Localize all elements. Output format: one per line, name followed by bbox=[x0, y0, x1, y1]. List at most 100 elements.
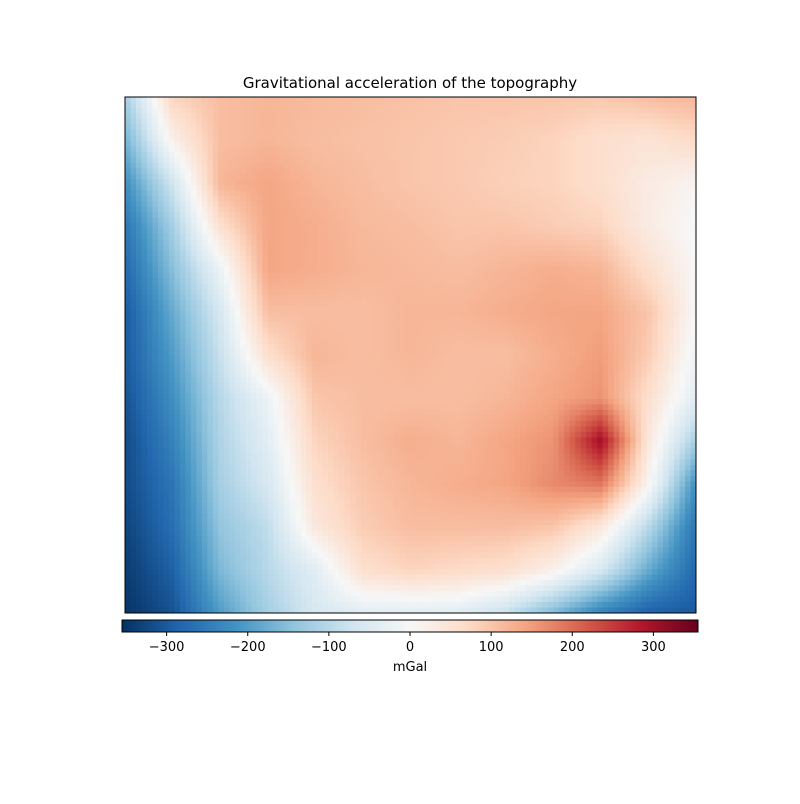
heatmap-cell bbox=[558, 311, 565, 318]
heatmap-cell bbox=[146, 118, 154, 126]
heatmap-cell bbox=[152, 206, 159, 213]
heatmap-cell bbox=[465, 234, 472, 241]
heatmap-cell bbox=[300, 97, 307, 104]
heatmap-cell bbox=[580, 168, 587, 175]
heatmap-cell bbox=[415, 239, 423, 246]
heatmap-cell bbox=[641, 217, 648, 224]
heatmap-cell bbox=[646, 278, 653, 285]
heatmap-cell bbox=[229, 146, 236, 153]
heatmap-cell bbox=[619, 212, 626, 219]
heatmap-cell bbox=[125, 157, 132, 164]
heatmap-cell bbox=[690, 267, 696, 274]
heatmap-cell bbox=[223, 289, 230, 296]
heatmap-cell bbox=[531, 283, 538, 290]
heatmap-cell bbox=[608, 179, 615, 186]
heatmap-cell bbox=[646, 322, 653, 329]
heatmap-cell bbox=[372, 179, 379, 186]
heatmap-cell bbox=[141, 206, 148, 213]
heatmap-cell bbox=[223, 124, 230, 131]
heatmap-cell bbox=[547, 201, 554, 208]
heatmap-cell bbox=[503, 261, 510, 268]
heatmap-cell bbox=[212, 102, 219, 109]
heatmap-cell bbox=[635, 256, 642, 263]
heatmap-cell bbox=[328, 256, 335, 263]
heatmap-cell bbox=[575, 267, 582, 274]
heatmap-cell bbox=[306, 256, 313, 263]
heatmap-cell bbox=[410, 234, 417, 241]
heatmap-cell bbox=[470, 300, 477, 307]
heatmap-cell bbox=[157, 146, 165, 153]
heatmap-cell bbox=[240, 278, 247, 285]
heatmap-cell bbox=[481, 168, 488, 175]
heatmap-cell bbox=[613, 300, 620, 307]
heatmap-cell bbox=[388, 201, 395, 208]
heatmap-cell bbox=[685, 190, 692, 197]
heatmap-cell bbox=[333, 195, 340, 202]
heatmap-cell bbox=[443, 184, 450, 191]
heatmap-cell bbox=[240, 184, 247, 191]
heatmap-cell bbox=[635, 261, 642, 268]
heatmap-cell bbox=[410, 267, 417, 274]
heatmap-cell bbox=[558, 173, 565, 180]
heatmap-cell bbox=[498, 97, 505, 104]
heatmap-cell bbox=[542, 168, 549, 175]
heatmap-cell bbox=[141, 146, 148, 153]
heatmap-cell bbox=[657, 349, 664, 356]
heatmap-cell bbox=[234, 162, 241, 169]
heatmap-cell bbox=[339, 195, 346, 202]
heatmap-cell bbox=[421, 256, 428, 263]
heatmap-cell bbox=[339, 157, 346, 164]
heatmap-cell bbox=[245, 239, 252, 246]
heatmap-cell bbox=[388, 355, 395, 362]
heatmap-cell bbox=[657, 217, 664, 224]
heatmap-cell bbox=[174, 135, 181, 142]
heatmap-cell bbox=[432, 267, 439, 274]
heatmap-cell bbox=[350, 267, 357, 274]
heatmap-cell bbox=[432, 151, 439, 158]
heatmap-cell bbox=[536, 168, 543, 175]
heatmap-cell bbox=[157, 135, 165, 142]
heatmap-cell bbox=[190, 102, 197, 109]
heatmap-cell bbox=[443, 201, 450, 208]
heatmap-cell bbox=[361, 338, 368, 345]
heatmap-cell bbox=[586, 327, 593, 334]
heatmap-cell bbox=[663, 234, 670, 241]
heatmap-cell bbox=[569, 245, 576, 252]
heatmap-cell bbox=[196, 223, 203, 230]
heatmap-cell bbox=[267, 107, 274, 115]
heatmap-cell bbox=[426, 311, 434, 318]
heatmap-cell bbox=[685, 173, 692, 180]
heatmap-cell bbox=[608, 305, 615, 312]
heatmap-cell bbox=[245, 113, 252, 120]
heatmap-cell bbox=[476, 223, 483, 230]
heatmap-cell bbox=[465, 118, 472, 126]
heatmap-cell bbox=[295, 305, 302, 312]
heatmap-cell bbox=[179, 140, 186, 147]
heatmap-cell bbox=[415, 228, 423, 235]
heatmap-cell bbox=[355, 212, 362, 219]
heatmap-cell bbox=[679, 305, 686, 312]
heatmap-cell bbox=[130, 124, 137, 131]
heatmap-cell bbox=[426, 102, 434, 109]
heatmap-cell bbox=[586, 316, 593, 323]
heatmap-cell bbox=[553, 305, 560, 312]
heatmap-cell bbox=[509, 217, 516, 224]
heatmap-cell bbox=[663, 217, 670, 224]
heatmap-cell bbox=[410, 261, 417, 268]
heatmap-cell bbox=[295, 97, 302, 104]
heatmap-cell bbox=[289, 278, 296, 285]
heatmap-cell bbox=[558, 234, 565, 241]
heatmap-cell bbox=[575, 250, 582, 257]
heatmap-cell bbox=[388, 135, 395, 142]
heatmap-cell bbox=[333, 239, 340, 246]
heatmap-cell bbox=[657, 173, 664, 180]
heatmap-cell bbox=[558, 195, 565, 202]
heatmap-cell bbox=[465, 300, 472, 307]
heatmap-cell bbox=[668, 294, 675, 301]
heatmap-cell bbox=[597, 140, 604, 147]
heatmap-cell bbox=[262, 118, 269, 126]
heatmap-cell bbox=[635, 349, 642, 356]
heatmap-cell bbox=[569, 206, 576, 213]
heatmap-cell bbox=[229, 289, 236, 296]
heatmap-cell bbox=[624, 135, 631, 142]
